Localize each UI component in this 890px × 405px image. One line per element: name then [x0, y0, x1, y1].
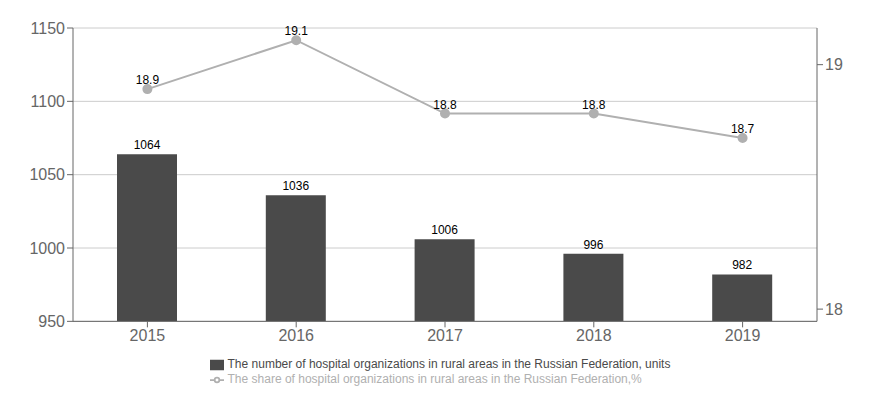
svg-text:1100: 1100	[31, 93, 66, 110]
svg-text:18.9: 18.9	[136, 73, 160, 87]
svg-text:18.8: 18.8	[582, 98, 606, 112]
svg-text:996: 996	[583, 238, 603, 252]
svg-text:1064: 1064	[134, 138, 161, 152]
html-text:The share of hospital organiza: The share of hospital organizations in r…	[227, 372, 642, 387]
svg-text:1050: 1050	[29, 166, 65, 183]
svg-text:2018: 2018	[576, 327, 612, 344]
svg-text:1006: 1006	[431, 223, 458, 237]
svg-text:19.1: 19.1	[285, 24, 309, 38]
svg-text:1150: 1150	[31, 20, 66, 37]
svg-text:2019: 2019	[725, 327, 761, 344]
svg-text:1036: 1036	[282, 179, 309, 193]
svg-text:18.7: 18.7	[731, 122, 755, 136]
svg-text:1000: 1000	[29, 240, 65, 257]
svg-text:19: 19	[825, 56, 843, 73]
svg-text:2015: 2015	[130, 327, 166, 344]
html-text:The number of hospital organiz: The number of hospital organizations in …	[227, 357, 671, 372]
svg-text:18.8: 18.8	[433, 98, 457, 112]
svg-text:2016: 2016	[278, 327, 314, 344]
svg-text:18: 18	[825, 301, 843, 318]
svg-text:950: 950	[38, 313, 65, 330]
svg-text:2017: 2017	[427, 327, 463, 344]
svg-text:982: 982	[732, 258, 752, 272]
